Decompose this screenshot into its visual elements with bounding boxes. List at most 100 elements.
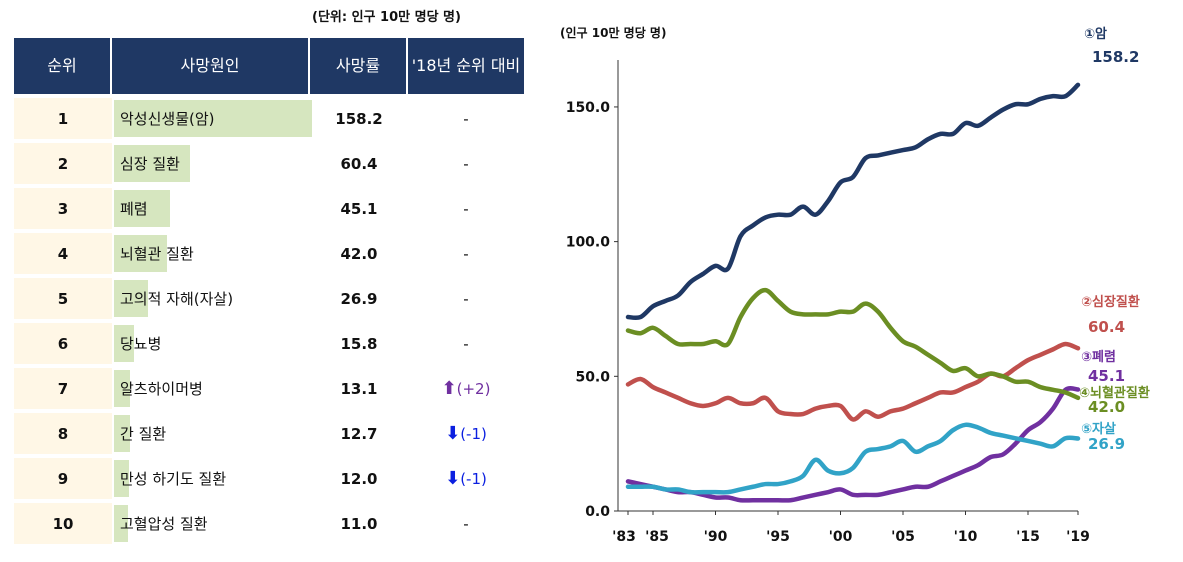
series-value-label: 26.9 xyxy=(1088,435,1125,453)
rank-cell: 9 xyxy=(14,458,112,499)
x-tick-label: '85 xyxy=(645,529,669,545)
cause-label: 악성신생물(암) xyxy=(120,110,215,128)
rank-cell: 4 xyxy=(14,233,112,274)
cause-label: 뇌혈관 질환 xyxy=(120,245,194,263)
table-header-row: 순위 사망원인 사망률 '18년 순위 대비 xyxy=(14,38,524,94)
rank-change-text: - xyxy=(463,334,469,353)
rank-change-text: - xyxy=(463,244,469,263)
table-row: 3 폐렴 45.1 - xyxy=(14,188,524,229)
rate-cell: 11.0 xyxy=(340,514,378,533)
cause-cell: 알츠하이머병 xyxy=(112,368,310,409)
rank-change-cell: - xyxy=(408,278,524,319)
rank-cell: 3 xyxy=(14,188,112,229)
rate-bar xyxy=(114,325,134,362)
rank-cell: 1 xyxy=(14,98,112,139)
rank-change-text: - xyxy=(463,199,469,218)
series-name-label: ⑤자살 xyxy=(1081,421,1116,437)
rank-cell: 7 xyxy=(14,368,112,409)
unit-note: (단위: 인구 10만 명당 명) xyxy=(312,10,461,25)
series-name-label: ④뇌혈관질환 xyxy=(1079,385,1150,401)
rate-cell: 12.0 xyxy=(340,469,378,488)
table-row: 10 고혈압성 질환 11.0 - xyxy=(14,503,524,544)
table-row: 8 간 질환 12.7 ⬇(-1) xyxy=(14,413,524,454)
rate-cell: 13.1 xyxy=(340,379,378,398)
x-tick-label: '10 xyxy=(954,529,978,545)
series-line xyxy=(625,287,1081,401)
series-name-label: ③폐렴 xyxy=(1081,350,1116,365)
rate-bar xyxy=(114,415,130,452)
rate-cell: 45.1 xyxy=(340,199,378,218)
table-row: 9 만성 하기도 질환 12.0 ⬇(-1) xyxy=(14,458,524,499)
cause-label: 폐렴 xyxy=(120,200,148,218)
series-value-label: 42.0 xyxy=(1088,398,1125,416)
rank-change-text: - xyxy=(463,514,469,533)
series-line xyxy=(625,422,1081,495)
rate-bar xyxy=(114,280,148,317)
cause-cell: 뇌혈관 질환 xyxy=(112,233,310,274)
cause-label: 만성 하기도 질환 xyxy=(120,470,227,488)
rank-change-cell: ⬆(+2) xyxy=(408,368,524,409)
table-row: 4 뇌혈관 질환 42.0 - xyxy=(14,233,524,274)
series-value-label: 45.1 xyxy=(1088,367,1125,385)
x-tick-label: '19 xyxy=(1066,529,1090,545)
rank-change-cell: - xyxy=(408,323,524,364)
cause-cell: 만성 하기도 질환 xyxy=(112,458,310,499)
rate-cell: 42.0 xyxy=(340,244,378,263)
rate-cell: 26.9 xyxy=(340,289,378,308)
cause-cell: 간 질환 xyxy=(112,413,310,454)
rank-cell: 5 xyxy=(14,278,112,319)
rank-change-cell: - xyxy=(408,188,524,229)
cause-label: 심장 질환 xyxy=(120,155,180,173)
rank-change-cell: ⬇(-1) xyxy=(408,413,524,454)
rank-change-cell: - xyxy=(408,98,524,139)
x-tick-label: '83 xyxy=(612,529,636,545)
rate-bar xyxy=(114,145,190,182)
table-row: 2 심장 질환 60.4 - xyxy=(14,143,524,184)
cause-cell: 당뇨병 xyxy=(112,323,310,364)
cause-cell: 고의적 자해(자살) xyxy=(112,278,310,319)
rank-cell: 2 xyxy=(14,143,112,184)
cause-label: 고의적 자해(자살) xyxy=(120,290,234,308)
rank-change-cell: - xyxy=(408,233,524,274)
y-tick-label: 100.0 xyxy=(566,235,611,251)
rank-change-text: (-1) xyxy=(460,425,487,443)
rate-cell: 158.2 xyxy=(335,109,383,128)
rank-change-text: - xyxy=(463,154,469,173)
rank-cell: 6 xyxy=(14,323,112,364)
series-line xyxy=(625,82,1081,321)
table-row: 7 알츠하이머병 13.1 ⬆(+2) xyxy=(14,368,524,409)
rate-bar xyxy=(114,370,131,407)
rank-change-text: (+2) xyxy=(456,380,491,398)
y-tick-label: 0.0 xyxy=(585,504,610,520)
cause-label: 당뇨병 xyxy=(120,335,162,353)
rate-bar xyxy=(114,100,312,137)
arrow-down-icon: ⬇ xyxy=(445,423,461,444)
rank-change-cell: - xyxy=(408,503,524,544)
rank-change-text: - xyxy=(463,289,469,308)
series-line xyxy=(625,386,1081,503)
rate-bar xyxy=(114,235,167,272)
rate-bar xyxy=(114,190,171,227)
series-value-label: 60.4 xyxy=(1088,318,1125,336)
rank-change-cell: - xyxy=(408,143,524,184)
rate-cell: 12.7 xyxy=(340,424,378,443)
table-row: 5 고의적 자해(자살) 26.9 - xyxy=(14,278,524,319)
header-cause: 사망원인 xyxy=(112,38,310,94)
rank-change-text: - xyxy=(463,109,469,128)
cause-cell: 악성신생물(암) xyxy=(112,98,312,139)
x-tick-label: '05 xyxy=(891,529,915,545)
cause-label: 간 질환 xyxy=(120,425,167,443)
death-rate-line-chart: (인구 10만 명당 명) 0.0 50.0 100.0 150.0 '83 '85 '90 '… xyxy=(560,25,1150,545)
cause-cell: 폐렴 xyxy=(112,188,310,229)
cause-of-death-ranking-table: 순위 사망원인 사망률 '18년 순위 대비 1 악성신생물(암) 158.2 - 2 심… xyxy=(14,34,524,548)
rate-cell: 60.4 xyxy=(340,154,378,173)
cause-cell: 심장 질환 xyxy=(112,143,310,184)
y-tick-label: 50.0 xyxy=(575,369,610,385)
rank-cell: 8 xyxy=(14,413,112,454)
header-change: '18년 순위 대비 xyxy=(408,38,524,94)
x-tick-label: '95 xyxy=(766,529,790,545)
rank-cell: 10 xyxy=(14,503,112,544)
arrow-up-icon: ⬆ xyxy=(441,378,457,399)
cause-label: 알츠하이머병 xyxy=(120,380,203,398)
rate-bar xyxy=(114,460,130,497)
